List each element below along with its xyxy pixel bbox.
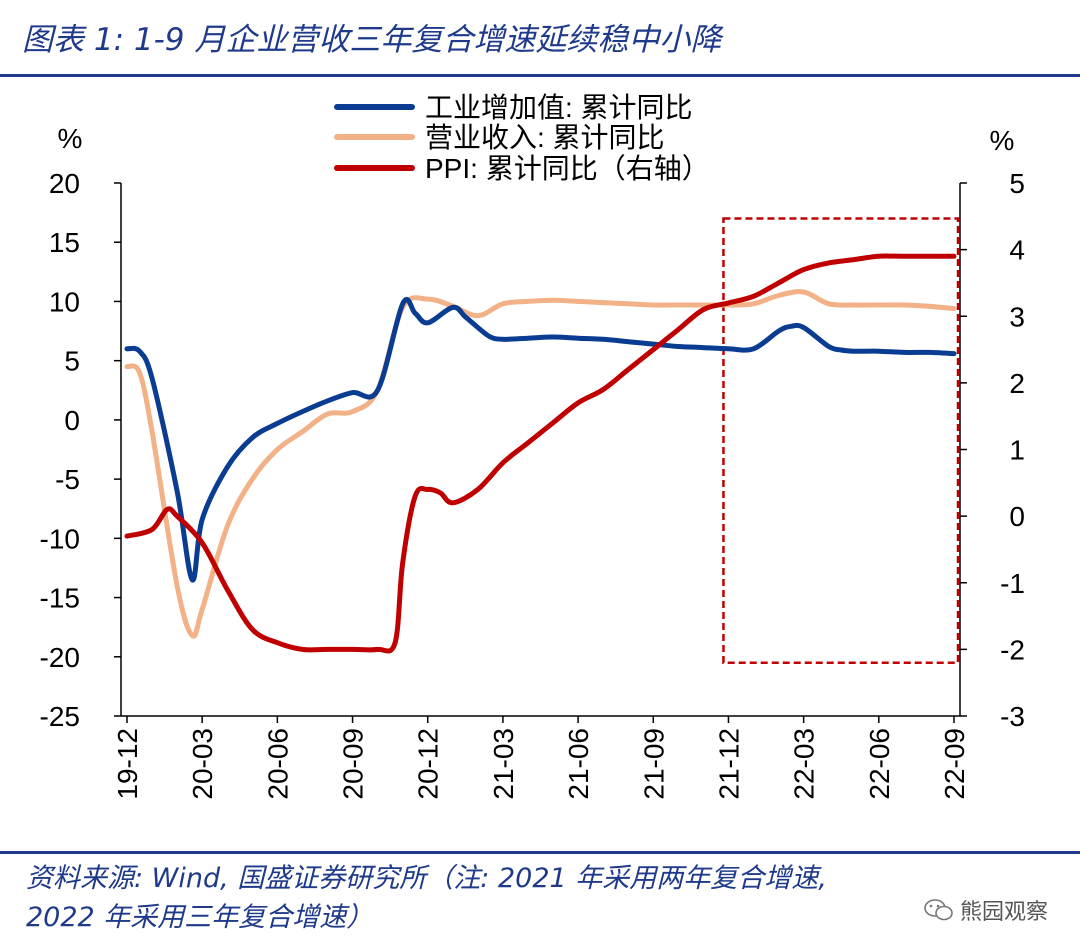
footer-divider [0, 851, 1080, 854]
left-y-tick-label: 10 [49, 286, 80, 317]
left-y-tick-label: 5 [64, 346, 80, 377]
left-axis-unit: % [58, 123, 83, 154]
watermark: 熊园观察 [924, 894, 1048, 926]
series-line-ppi [124, 253, 957, 654]
series-line-operating-revenue [124, 289, 957, 639]
title-divider [0, 74, 1080, 77]
left-y-tick-label: 0 [64, 405, 80, 436]
left-y-tick-label: -15 [40, 583, 80, 614]
x-tick-label: 20-09 [338, 728, 369, 800]
right-axis-unit: % [990, 125, 1015, 156]
footer-source-line2: 2022 年采用三年复合增速） [26, 902, 374, 933]
right-y-tick-label: 1 [1009, 435, 1025, 466]
wechat-icon [924, 899, 953, 921]
left-y-tick-label: 20 [49, 168, 80, 199]
footer-source-line1: 资料来源: Wind, 国盛证券研究所（注: 2021 年采用两年复合增速, [26, 863, 827, 894]
right-y-tick-label: 5 [1009, 168, 1025, 199]
series-line-industrial-value-added [124, 296, 957, 583]
legend-item-industrial-value-added: 工业增加值: 累计同比 [334, 92, 693, 123]
x-tick-label: 22-03 [789, 728, 820, 800]
legend-label: PPI: 累计同比（右轴） [425, 153, 710, 184]
right-y-tick-label: -2 [1000, 634, 1025, 665]
right-y-tick-label: -1 [1000, 568, 1025, 599]
left-y-tick-label: -10 [40, 523, 80, 554]
right-y-tick-label: 2 [1009, 368, 1025, 399]
right-y-tick-label: 0 [1009, 501, 1025, 532]
chart-title: 图表 1: 1-9 月企业营收三年复合增速延续稳中小降 [22, 22, 722, 58]
legend-item-operating-revenue: 营业收入: 累计同比 [334, 122, 665, 153]
left-y-tick-label: 15 [49, 227, 80, 258]
x-tick-label: 20-03 [187, 728, 218, 800]
x-tick-label: 20-12 [413, 728, 444, 800]
right-y-tick-label: -3 [1000, 701, 1025, 732]
right-y-tick-label: 3 [1009, 301, 1025, 332]
x-tick-label: 20-06 [262, 728, 293, 800]
x-tick-label: 22-09 [939, 728, 970, 800]
x-tick-label: 21-12 [713, 728, 744, 800]
right-y-tick-label: 4 [1009, 235, 1025, 266]
x-tick-label: 22-06 [864, 728, 895, 800]
left-y-tick-label: -20 [40, 642, 80, 673]
legend-label: 工业增加值: 累计同比 [425, 92, 693, 123]
watermark-text: 熊园观察 [959, 900, 1048, 925]
left-y-tick-label: -5 [55, 464, 80, 495]
left-y-tick-label: -25 [40, 701, 80, 732]
x-tick-label: 21-09 [638, 728, 669, 800]
x-tick-label: 21-06 [563, 728, 594, 800]
x-tick-label: 21-03 [488, 728, 519, 800]
legend-item-ppi: PPI: 累计同比（右轴） [334, 153, 710, 184]
highlight-box [722, 217, 960, 664]
x-tick-label: 19-12 [112, 728, 143, 800]
legend-label: 营业收入: 累计同比 [425, 122, 665, 153]
